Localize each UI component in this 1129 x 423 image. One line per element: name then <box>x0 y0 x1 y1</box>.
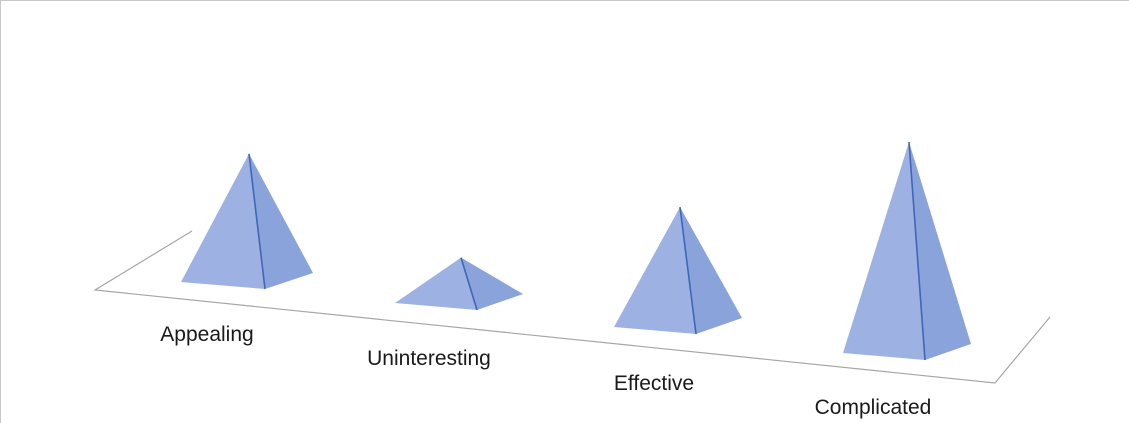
pyramid-right-face <box>461 257 523 310</box>
category-label: Effective <box>614 372 694 395</box>
chart-floor <box>93 230 1051 384</box>
pyramid-effective <box>614 206 742 335</box>
pyramid-uninteresting <box>395 257 523 311</box>
pyramid-front-edge <box>460 257 478 311</box>
chart-marks <box>181 141 971 361</box>
pyramid-left-face <box>181 153 265 289</box>
pyramid-right-face <box>249 153 313 289</box>
pyramid-front-edge <box>679 206 697 335</box>
pyramid-complicated <box>843 141 971 361</box>
pyramid-appealing <box>181 153 313 290</box>
pyramid-right-face <box>680 207 742 334</box>
category-labels: Appealing Uninteresting Effective Complicat… <box>160 323 931 419</box>
pyramid-right-face <box>909 142 971 360</box>
pyramid-front-edge <box>908 141 926 361</box>
pyramid-front-edge <box>248 153 266 290</box>
category-label: Appealing <box>160 323 253 346</box>
floor-outline <box>93 230 1051 384</box>
category-label: Complicated <box>815 396 932 419</box>
pyramid-left-face <box>395 257 477 310</box>
pyramid-left-face <box>614 207 696 334</box>
pyramid-left-face <box>843 142 925 360</box>
category-label: Uninteresting <box>367 347 491 370</box>
